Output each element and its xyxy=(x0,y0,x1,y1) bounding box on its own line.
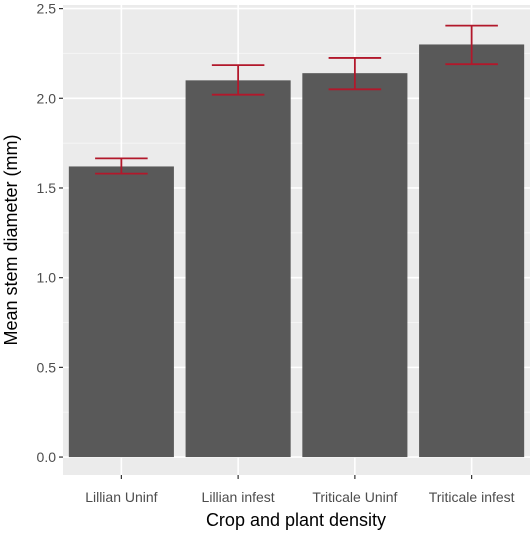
y-tick-label: 1.0 xyxy=(37,270,57,286)
bars xyxy=(68,44,525,458)
bar xyxy=(185,80,291,458)
error-bar xyxy=(95,157,148,175)
bar xyxy=(68,166,174,458)
error-bar xyxy=(445,24,498,66)
x-axis: Lillian Uninf Lillian infest Triticale Uni… xyxy=(85,475,515,505)
error-bars xyxy=(95,24,498,175)
y-axis-title: Mean stem diameter (mm) xyxy=(1,134,21,345)
y-tick-label: 0.0 xyxy=(37,449,57,465)
x-tick-label: Triticale Uninf xyxy=(312,489,397,505)
y-axis: 0.0 0.5 1.0 1.5 2.0 2.5 xyxy=(37,1,63,465)
error-bar xyxy=(211,64,265,96)
x-tick-label: Triticale infest xyxy=(429,489,515,505)
x-tick-label: Lillian infest xyxy=(202,489,275,505)
y-tick-label: 0.5 xyxy=(37,359,57,375)
error-bar xyxy=(328,57,382,91)
y-tick-label: 2.0 xyxy=(37,90,57,106)
bar xyxy=(419,44,525,458)
y-tick-label: 2.5 xyxy=(37,1,57,17)
bar xyxy=(302,73,408,458)
x-tick-label: Lillian Uninf xyxy=(85,489,157,505)
x-axis-title: Crop and plant density xyxy=(206,510,386,530)
y-tick-label: 1.5 xyxy=(37,180,57,196)
